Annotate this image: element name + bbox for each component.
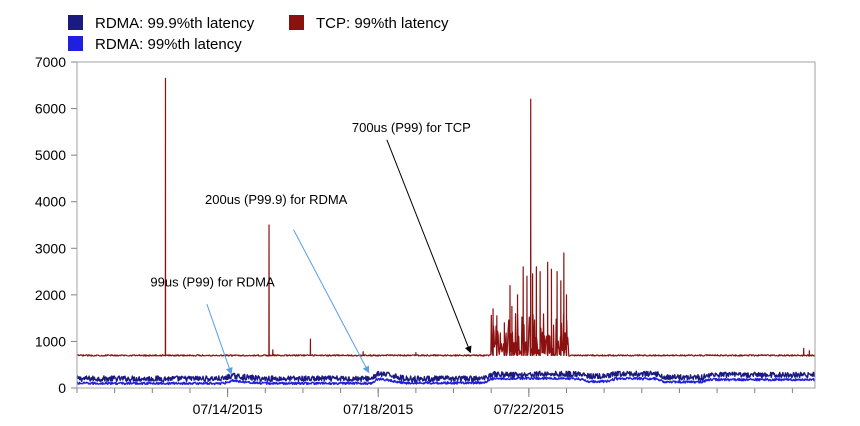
legend: RDMA: 99.9%th latency RDMA: 99%th latenc…	[68, 15, 449, 53]
y-tick-label: 5000	[35, 147, 66, 163]
series-line-0	[76, 370, 816, 383]
annotation-arrow	[206, 304, 233, 375]
x-tick-label: 07/14/2015	[193, 401, 263, 417]
y-axis: 0 1000 2000 3000 4000 5000 6000 7000	[35, 54, 77, 396]
annotation-arrow	[293, 229, 370, 374]
x-tick-label: 07/18/2015	[343, 401, 413, 417]
annotation-label: 99us (P99) for RDMA	[150, 274, 275, 289]
x-axis: 07/14/2015 07/18/2015 07/22/2015	[76, 388, 793, 417]
y-tick-label: 3000	[35, 240, 66, 256]
annotation-label: 700us (P99) for TCP	[352, 120, 471, 135]
annotation-layer: 700us (P99) for TCP 200us (P99.9) for RDM…	[150, 120, 472, 375]
y-tick-label: 0	[58, 380, 66, 396]
plot-frame	[76, 61, 816, 389]
series-layer	[76, 77, 816, 386]
series-line-2	[76, 77, 816, 357]
x-tick-label: 07/22/2015	[494, 401, 564, 417]
y-tick-label: 1000	[35, 333, 66, 349]
legend-label-tcp-99: TCP: 99%th latency	[316, 15, 449, 32]
legend-swatch-rdma-99	[68, 36, 83, 51]
annotation-arrow	[386, 139, 472, 354]
legend-label-rdma-99: RDMA: 99%th latency	[95, 36, 242, 53]
legend-swatch-rdma-999	[68, 15, 83, 30]
series-line-1	[76, 376, 816, 386]
legend-label-rdma-999: RDMA: 99.9%th latency	[95, 15, 255, 32]
y-tick-label: 6000	[35, 101, 66, 117]
y-tick-label: 7000	[35, 54, 66, 70]
annotation-label: 200us (P99.9) for RDMA	[205, 192, 348, 207]
y-tick-label: 2000	[35, 287, 66, 303]
legend-swatch-tcp-99	[289, 15, 304, 30]
y-tick-label: 4000	[35, 194, 66, 210]
